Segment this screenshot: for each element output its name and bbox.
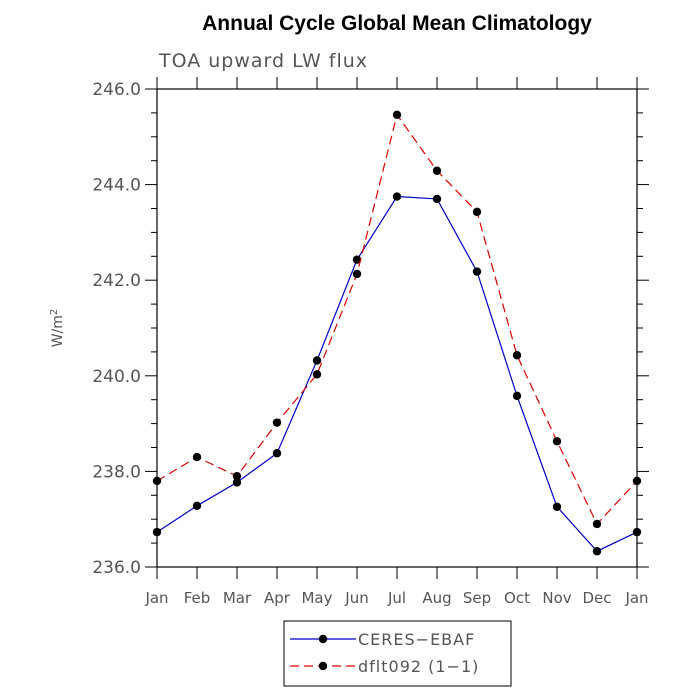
x-tick-label: Jan xyxy=(144,589,168,607)
legend-label-2: dflt092 (1−1) xyxy=(358,657,479,676)
data-point xyxy=(432,166,442,175)
data-point xyxy=(272,449,282,458)
data-point xyxy=(232,471,242,481)
chart-subtitle: TOA upward LW flux xyxy=(158,50,368,72)
data-point xyxy=(592,547,602,556)
data-point xyxy=(232,478,242,487)
plot-frame xyxy=(156,88,638,568)
x-tick-label: Jan xyxy=(624,589,648,607)
data-point xyxy=(152,476,162,486)
x-tick-label: Apr xyxy=(264,589,291,607)
data-point xyxy=(272,418,282,427)
data-point xyxy=(392,110,402,120)
x-tick-label: Jun xyxy=(344,589,368,607)
data-point xyxy=(432,194,442,204)
data-point xyxy=(472,267,482,276)
x-tick-label: Dec xyxy=(582,589,611,607)
x-tick-label: Aug xyxy=(422,589,451,607)
legend-label-1: CERES−EBAF xyxy=(358,630,475,649)
data-point xyxy=(312,356,322,365)
x-tick-label: Oct xyxy=(504,589,530,607)
data-point xyxy=(352,255,362,264)
x-tick-label: Mar xyxy=(223,589,252,607)
data-point xyxy=(312,370,322,379)
y-tick-label: 246.0 xyxy=(92,80,141,100)
legend-marker-1 xyxy=(318,634,328,644)
series-line-1 xyxy=(156,195,638,552)
x-tick-label: Jul xyxy=(387,589,406,607)
y-tick-label: 242.0 xyxy=(92,271,141,291)
legend-box xyxy=(283,620,512,687)
data-point xyxy=(192,452,202,462)
y-tick-label: 236.0 xyxy=(92,558,141,578)
series-line-2 xyxy=(156,113,638,526)
x-tick-label: Nov xyxy=(542,589,571,607)
data-point xyxy=(472,207,482,217)
data-point xyxy=(632,527,642,537)
data-point xyxy=(392,192,402,201)
data-point xyxy=(352,269,362,279)
data-point xyxy=(512,391,522,401)
x-tick-label: Feb xyxy=(184,589,211,607)
legend-marker-2 xyxy=(318,661,328,671)
chart-title: Annual Cycle Global Mean Climatology xyxy=(202,12,592,35)
x-tick-label: May xyxy=(301,589,332,607)
y-tick-label: 240.0 xyxy=(92,367,141,387)
data-point xyxy=(152,527,162,537)
data-point xyxy=(192,501,202,511)
data-point xyxy=(512,351,522,360)
legend: CERES−EBAF dflt092 (1−1) xyxy=(283,620,512,687)
x-tick-label: Sep xyxy=(463,589,491,607)
data-point xyxy=(632,476,642,486)
y-tick-label: 238.0 xyxy=(92,462,141,482)
data-point xyxy=(552,502,562,511)
y-tick-label: 244.0 xyxy=(92,176,141,196)
data-point xyxy=(552,437,562,446)
y-axis-label: W/m2 xyxy=(49,309,67,348)
data-point xyxy=(592,519,602,529)
